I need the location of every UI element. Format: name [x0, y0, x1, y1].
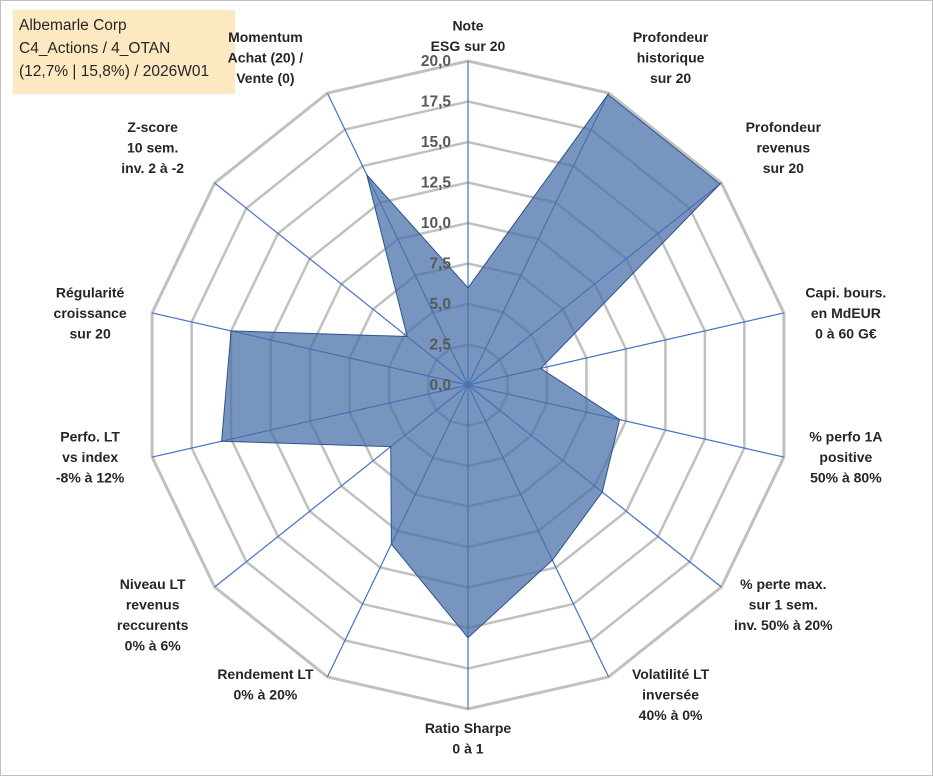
category-label-line: % perte max.: [740, 576, 826, 592]
category-label-line: Z-score: [127, 119, 178, 135]
data-point: [221, 440, 223, 442]
category-label: Note ESG sur 20: [431, 18, 506, 55]
category-label: Z-score 10 sem. inv. 2 à -2: [121, 119, 184, 176]
category-label-line: revenus: [756, 139, 810, 155]
category-label-line: sur 1 sem.: [749, 597, 818, 613]
category-label: Momentum Achat (20) / Vente (0): [228, 29, 304, 86]
category-label-line: Ratio Sharpe: [425, 720, 512, 736]
data-point: [551, 559, 553, 561]
category-label-line: 0 à 1: [452, 741, 483, 757]
category-label-line: sur 20: [69, 325, 110, 341]
category-label-layer: Note ESG sur 20 Profondeur historique sur 20…: [54, 18, 887, 757]
category-label-line: Capi. bours.: [805, 284, 886, 300]
category-label-line: positive: [819, 449, 872, 465]
data-point: [467, 287, 469, 289]
category-label: Niveau LT revenus reccurents 0% à 6%: [117, 576, 189, 654]
category-label-line: 0% à 20%: [234, 686, 298, 702]
category-label-line: Note: [452, 18, 483, 34]
category-label-line: 0 à 60 G€: [815, 325, 877, 341]
tick-label: 10,0: [421, 215, 451, 232]
category-label-line: ESG sur 20: [431, 38, 506, 54]
category-label-line: Régularité: [56, 284, 125, 300]
category-label: Capi. bours. en MdEUR 0 à 60 G€: [805, 284, 886, 341]
category-label-line: Vente (0): [236, 70, 294, 86]
category-label-line: inv. 2 à -2: [121, 160, 184, 176]
category-label-line: sur 20: [650, 70, 691, 86]
tick-label: 5,0: [429, 296, 451, 313]
category-label-line: vs index: [62, 449, 118, 465]
data-point: [607, 94, 609, 96]
tick-label: 20,0: [421, 53, 451, 70]
data-point: [540, 367, 542, 369]
category-label-line: en MdEUR: [811, 305, 881, 321]
category-label-line: Momentum: [228, 29, 303, 45]
category-label-line: Niveau LT: [120, 576, 186, 592]
tick-label: 0,0: [429, 377, 451, 394]
category-label: Profondeur historique sur 20: [633, 29, 709, 86]
tick-label: 7,5: [429, 256, 451, 273]
category-label-line: inv. 50% à 20%: [734, 617, 833, 633]
category-label-line: 0% à 6%: [125, 638, 182, 654]
tick-label: 15,0: [421, 134, 451, 151]
category-label: Ratio Sharpe 0 à 1: [425, 720, 512, 757]
data-point: [619, 419, 621, 421]
data-point: [406, 336, 408, 338]
category-label-line: Profondeur: [633, 29, 709, 45]
category-label-line: revenus: [126, 597, 180, 613]
category-label: % perfo 1A positive 50% à 80%: [809, 429, 882, 486]
category-label: Profondeur revenus sur 20: [746, 119, 822, 176]
category-label-line: croissance: [54, 305, 127, 321]
portfolio-category: C4_Actions / 4_OTAN: [19, 40, 171, 57]
tick-label: 17,5: [421, 94, 452, 111]
company-name: Albemarle Corp: [19, 17, 127, 34]
category-label-line: 50% à 80%: [810, 470, 882, 486]
tick-layer: 0,0 2,5 5,0 7,5 10,0 12,5 15,0 17,5 20,0: [421, 53, 452, 394]
tick-label: 2,5: [429, 337, 451, 354]
data-point: [719, 183, 721, 185]
category-label-line: 10 sem.: [127, 139, 178, 155]
category-label-line: Profondeur: [746, 119, 822, 135]
category-label-line: inversée: [642, 686, 699, 702]
data-point: [230, 330, 232, 332]
data-point: [366, 174, 368, 176]
category-label-line: Perfo. LT: [60, 429, 120, 445]
series-layer: [221, 93, 721, 639]
data-point: [467, 637, 469, 639]
category-label: Régularité croissance sur 20: [54, 284, 127, 341]
data-series-area: [221, 93, 721, 639]
category-label-line: historique: [637, 50, 705, 66]
data-point: [601, 491, 603, 493]
info-box: Albemarle Corp C4_Actions / 4_OTAN (12,7…: [13, 10, 235, 94]
category-label-line: 40% à 0%: [639, 707, 703, 723]
category-label-line: Rendement LT: [217, 666, 314, 682]
category-label: Perfo. LT vs index -8% à 12%: [56, 429, 125, 486]
category-label-line: % perfo 1A: [809, 429, 882, 445]
category-label-line: Achat (20) /: [228, 50, 304, 66]
category-label: % perte max. sur 1 sem. inv. 50% à 20%: [734, 576, 833, 633]
data-point: [390, 543, 392, 545]
tick-label: 12,5: [421, 175, 452, 192]
category-label-line: reccurents: [117, 617, 189, 633]
performance-period: (12,7% | 15,8%) / 2026W01: [19, 63, 210, 80]
category-label: Volatilité LT inversée 40% à 0%: [632, 666, 710, 723]
category-label-line: sur 20: [763, 160, 804, 176]
category-label-line: Volatilité LT: [632, 666, 710, 682]
category-label: Rendement LT 0% à 20%: [217, 666, 314, 703]
category-label-line: -8% à 12%: [56, 470, 125, 486]
data-point: [390, 446, 392, 448]
